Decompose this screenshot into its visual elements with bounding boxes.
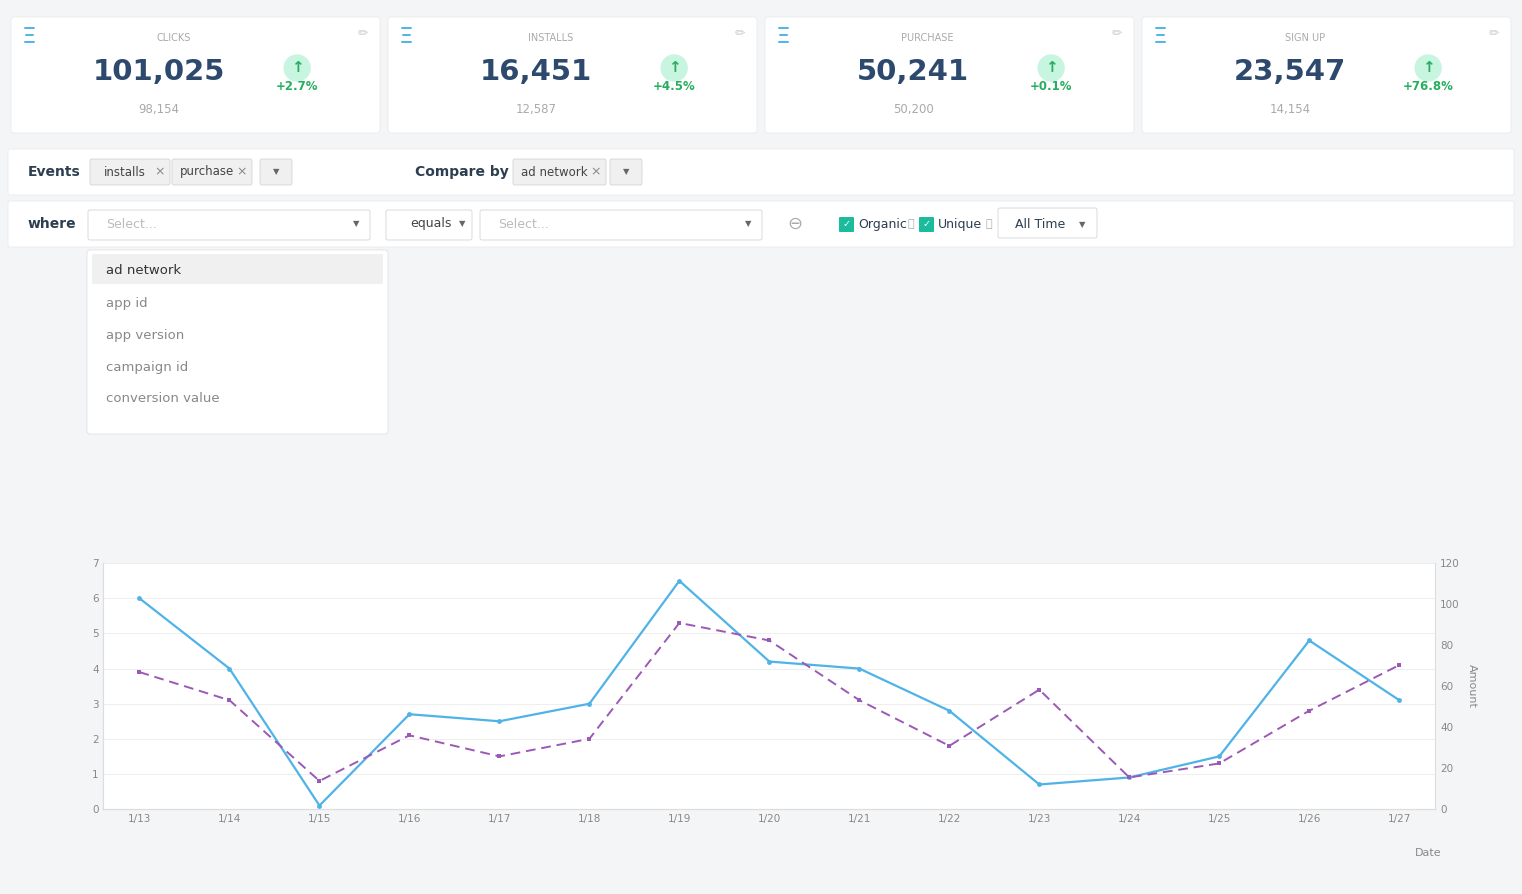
Text: ↑: ↑ (668, 60, 680, 74)
Text: 16,451: 16,451 (479, 58, 592, 86)
Text: Compare by: Compare by (416, 165, 508, 179)
Text: ×: × (155, 165, 166, 179)
Text: ▼: ▼ (458, 220, 466, 229)
Text: 98,154: 98,154 (139, 104, 180, 116)
Text: +76.8%: +76.8% (1403, 80, 1454, 94)
Text: equals: equals (409, 217, 452, 231)
Circle shape (285, 55, 310, 81)
Text: app version: app version (107, 328, 184, 342)
Text: Unique: Unique (938, 218, 982, 231)
Text: ✓: ✓ (843, 220, 851, 230)
Text: +0.1%: +0.1% (1030, 80, 1073, 94)
Text: ad network: ad network (107, 265, 181, 277)
Text: ⓘ: ⓘ (909, 220, 915, 230)
Text: PURCHASE: PURCHASE (901, 33, 954, 43)
FancyBboxPatch shape (513, 159, 606, 185)
Text: ×: × (237, 165, 247, 179)
Text: 50,200: 50,200 (893, 104, 933, 116)
Text: ad network: ad network (521, 165, 587, 179)
Text: ⊖: ⊖ (787, 215, 802, 233)
FancyBboxPatch shape (610, 159, 642, 185)
Text: ✓: ✓ (922, 220, 930, 230)
Text: Select...: Select... (107, 217, 157, 231)
Text: 23,547: 23,547 (1234, 58, 1347, 86)
Text: ▼: ▼ (353, 220, 359, 229)
Text: ×: × (591, 165, 601, 179)
FancyBboxPatch shape (87, 250, 388, 434)
Text: +4.5%: +4.5% (653, 80, 696, 94)
Circle shape (661, 55, 686, 81)
Text: campaign id: campaign id (107, 360, 189, 374)
FancyBboxPatch shape (387, 210, 472, 240)
FancyBboxPatch shape (839, 217, 854, 232)
Text: conversion value: conversion value (107, 392, 219, 406)
Text: ▼: ▼ (744, 220, 752, 229)
Text: 101,025: 101,025 (93, 58, 225, 86)
FancyBboxPatch shape (8, 201, 1514, 247)
Text: ↑: ↑ (1422, 60, 1435, 74)
Text: Select...: Select... (498, 217, 549, 231)
FancyBboxPatch shape (88, 210, 370, 240)
FancyBboxPatch shape (766, 17, 1134, 133)
Text: 12,587: 12,587 (516, 104, 557, 116)
Text: purchase: purchase (180, 165, 234, 179)
FancyBboxPatch shape (919, 217, 935, 232)
FancyBboxPatch shape (172, 159, 253, 185)
Text: ▼: ▼ (1079, 220, 1085, 229)
Circle shape (1415, 55, 1441, 81)
Text: CLICKS: CLICKS (157, 33, 190, 43)
FancyBboxPatch shape (11, 17, 380, 133)
Circle shape (1038, 55, 1064, 81)
Text: ▼: ▼ (622, 167, 629, 176)
Text: ⓘ: ⓘ (986, 220, 992, 230)
Text: INSTALLS: INSTALLS (528, 33, 574, 43)
Text: where: where (27, 217, 76, 231)
FancyBboxPatch shape (388, 17, 756, 133)
FancyBboxPatch shape (8, 149, 1514, 195)
FancyBboxPatch shape (1142, 17, 1511, 133)
Text: ✏: ✏ (358, 28, 368, 40)
FancyBboxPatch shape (90, 159, 170, 185)
FancyBboxPatch shape (91, 254, 384, 284)
Text: ↑: ↑ (1044, 60, 1058, 74)
Text: All Time: All Time (1015, 218, 1065, 231)
Text: ✏: ✏ (735, 28, 746, 40)
FancyBboxPatch shape (260, 159, 292, 185)
FancyBboxPatch shape (479, 210, 763, 240)
Text: 50,241: 50,241 (857, 58, 970, 86)
Text: 14,154: 14,154 (1269, 104, 1310, 116)
Text: Date: Date (1415, 848, 1441, 858)
Text: installs: installs (103, 165, 146, 179)
FancyBboxPatch shape (998, 208, 1097, 238)
Text: SIGN UP: SIGN UP (1285, 33, 1324, 43)
Text: ↑: ↑ (291, 60, 303, 74)
Text: Events: Events (27, 165, 81, 179)
Y-axis label: Amount: Amount (1467, 664, 1476, 708)
Text: app id: app id (107, 297, 148, 309)
Text: Organic: Organic (858, 218, 907, 231)
Text: ✏: ✏ (1489, 28, 1499, 40)
Text: ▼: ▼ (272, 167, 279, 176)
Text: +2.7%: +2.7% (275, 80, 318, 94)
Text: ✏: ✏ (1111, 28, 1122, 40)
